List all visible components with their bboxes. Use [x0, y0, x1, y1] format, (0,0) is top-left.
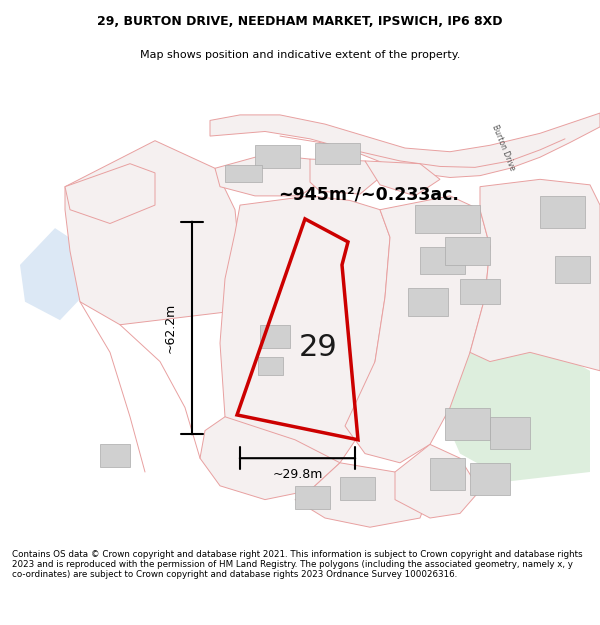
- Polygon shape: [395, 444, 480, 518]
- Polygon shape: [65, 164, 155, 224]
- Text: 29, BURTON DRIVE, NEEDHAM MARKET, IPSWICH, IP6 8XD: 29, BURTON DRIVE, NEEDHAM MARKET, IPSWIC…: [97, 15, 503, 28]
- Polygon shape: [215, 154, 320, 196]
- Polygon shape: [555, 256, 590, 283]
- Polygon shape: [440, 339, 590, 481]
- Polygon shape: [470, 462, 510, 495]
- Polygon shape: [408, 288, 448, 316]
- Polygon shape: [310, 159, 380, 194]
- Polygon shape: [490, 417, 530, 449]
- Polygon shape: [225, 164, 262, 182]
- Polygon shape: [460, 279, 500, 304]
- Polygon shape: [220, 196, 390, 477]
- Polygon shape: [210, 113, 600, 178]
- Text: ~29.8m: ~29.8m: [272, 468, 323, 481]
- Polygon shape: [470, 179, 600, 371]
- Polygon shape: [255, 145, 300, 168]
- Text: ~945m²/~0.233ac.: ~945m²/~0.233ac.: [278, 185, 459, 203]
- Polygon shape: [260, 325, 290, 348]
- Text: 29: 29: [299, 333, 337, 362]
- Polygon shape: [430, 458, 465, 491]
- Polygon shape: [345, 196, 490, 462]
- Polygon shape: [295, 486, 330, 509]
- Text: ~62.2m: ~62.2m: [163, 303, 176, 353]
- Polygon shape: [20, 228, 95, 320]
- Polygon shape: [65, 141, 240, 325]
- Polygon shape: [315, 142, 360, 164]
- Polygon shape: [540, 196, 585, 228]
- Text: Contains OS data © Crown copyright and database right 2021. This information is : Contains OS data © Crown copyright and d…: [12, 549, 583, 579]
- Polygon shape: [340, 477, 375, 499]
- Polygon shape: [295, 462, 430, 528]
- Polygon shape: [258, 357, 283, 376]
- Polygon shape: [420, 246, 465, 274]
- Polygon shape: [200, 417, 340, 499]
- Polygon shape: [445, 408, 490, 440]
- Text: Burton Drive: Burton Drive: [490, 124, 517, 172]
- Polygon shape: [445, 238, 490, 265]
- Polygon shape: [365, 161, 440, 196]
- Polygon shape: [100, 444, 130, 468]
- Text: Map shows position and indicative extent of the property.: Map shows position and indicative extent…: [140, 50, 460, 60]
- Polygon shape: [415, 205, 480, 232]
